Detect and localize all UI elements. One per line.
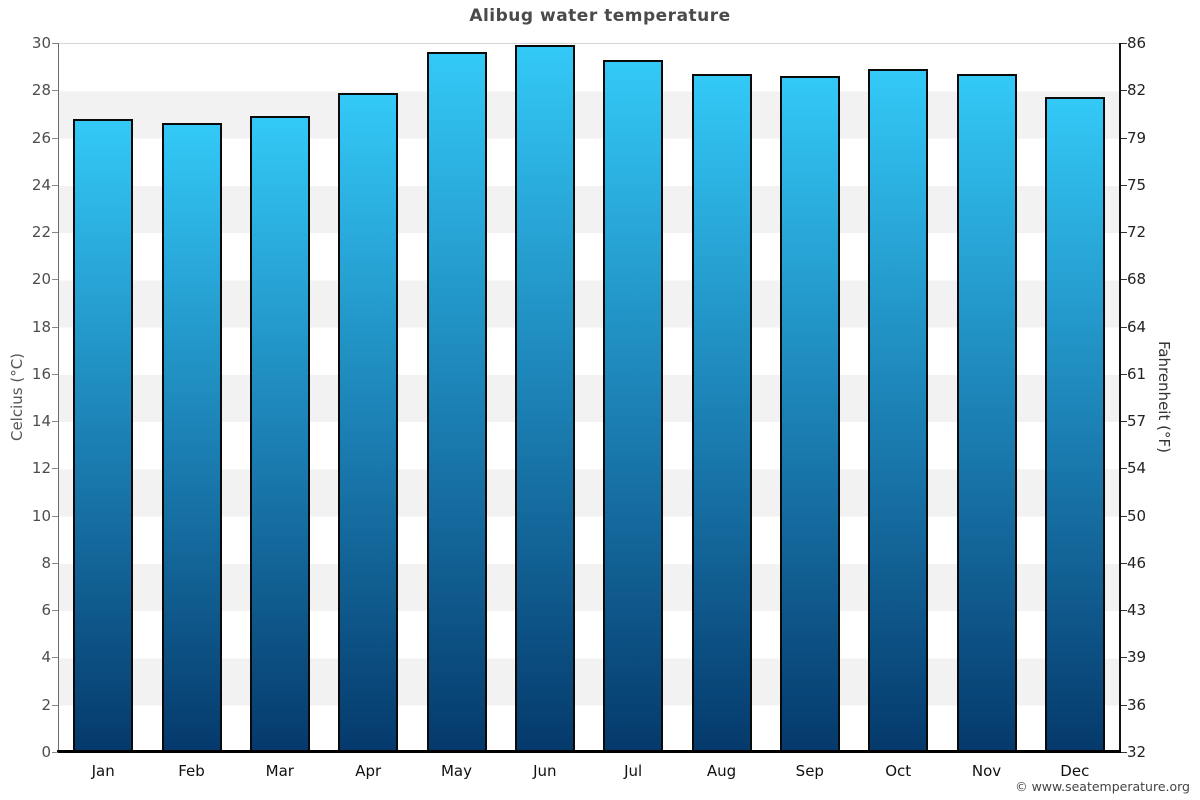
bar-may (426, 52, 487, 752)
celsius-tick-6: 6 (41, 601, 51, 620)
month-label-dec: Dec (1060, 762, 1090, 780)
fahrenheit-tickmark (1121, 373, 1127, 375)
month-label-nov: Nov (971, 762, 1002, 780)
celsius-tick-12: 12 (31, 459, 51, 478)
celsius-tick-8: 8 (41, 553, 51, 572)
celsius-tickmark (52, 137, 58, 139)
fahrenheit-tickmark (1121, 137, 1127, 139)
celsius-tick-18: 18 (31, 317, 51, 336)
celsius-tickmark (52, 184, 58, 186)
celsius-tick-24: 24 (31, 175, 51, 194)
celsius-tick-30: 30 (31, 34, 51, 52)
bar-feb (161, 123, 222, 752)
celsius-tick-0: 0 (41, 743, 51, 761)
fahrenheit-tick-54: 54 (1127, 459, 1147, 478)
month-label-oct: Oct (885, 762, 912, 780)
fahrenheit-tickmark (1121, 232, 1127, 234)
fahrenheit-tick-57: 57 (1127, 412, 1147, 431)
celsius-tickmark (52, 43, 58, 44)
celsius-tick-10: 10 (31, 506, 51, 525)
celsius-tickmark (52, 421, 58, 423)
fahrenheit-tickmark (1121, 610, 1127, 612)
bar-nov (956, 73, 1017, 752)
celsius-tickmark (52, 515, 58, 517)
fahrenheit-tick-36: 36 (1127, 695, 1147, 714)
celsius-tick-22: 22 (31, 223, 51, 242)
fahrenheit-tick-39: 39 (1127, 648, 1147, 667)
month-label-may: May (440, 762, 472, 780)
fahrenheit-tick-82: 82 (1127, 81, 1147, 100)
fahrenheit-tick-68: 68 (1127, 270, 1147, 289)
month-label-sep: Sep (795, 762, 824, 780)
celsius-tickmark (52, 326, 58, 328)
bar-jun (514, 45, 575, 752)
fahrenheit-tickmark (1121, 279, 1127, 281)
celsius-tick-2: 2 (41, 695, 51, 714)
bar-mar (249, 116, 310, 752)
fahrenheit-tick-46: 46 (1127, 553, 1147, 572)
fahrenheit-tick-75: 75 (1127, 175, 1147, 194)
fahrenheit-axis-title: Fahrenheit (°F) (1155, 341, 1173, 453)
celsius-tick-16: 16 (31, 364, 51, 383)
celsius-tickmark (52, 610, 58, 612)
celsius-tick-14: 14 (31, 412, 51, 431)
month-label-jan: Jan (91, 762, 115, 780)
bar-aug (691, 73, 752, 752)
fahrenheit-tick-86: 86 (1127, 34, 1147, 52)
bar-oct (868, 69, 929, 752)
celsius-tickmark (52, 752, 58, 753)
fahrenheit-tickmark (1121, 421, 1127, 423)
month-label-feb: Feb (178, 762, 205, 780)
fahrenheit-tickmark (1121, 704, 1127, 706)
fahrenheit-tick-79: 79 (1127, 128, 1147, 147)
bar-jul (603, 59, 664, 752)
fahrenheit-tickmark (1121, 90, 1127, 92)
fahrenheit-tickmark (1121, 468, 1127, 470)
celsius-tickmark (52, 279, 58, 281)
bar-sep (779, 76, 840, 752)
fahrenheit-tick-64: 64 (1127, 317, 1147, 336)
fahrenheit-tickmark (1121, 43, 1127, 44)
bar-apr (338, 92, 399, 752)
celsius-tick-20: 20 (31, 270, 51, 289)
fahrenheit-tickmark (1121, 184, 1127, 186)
celsius-tickmark (52, 657, 58, 659)
celsius-tick-28: 28 (31, 81, 51, 100)
celsius-tickmark (52, 562, 58, 564)
copyright-text: © www.seatemperature.org (1015, 779, 1190, 794)
celsius-tickmark (52, 90, 58, 92)
bar-jan (73, 118, 134, 752)
celsius-axis-title: Celcius (°C) (8, 352, 26, 442)
fahrenheit-tick-32: 32 (1127, 743, 1147, 761)
fahrenheit-tickmark (1121, 326, 1127, 328)
fahrenheit-tickmark (1121, 515, 1127, 517)
celsius-tickmark (52, 232, 58, 234)
right-axis-line (1119, 43, 1121, 753)
fahrenheit-tickmark (1121, 752, 1127, 753)
celsius-tickmark (52, 468, 58, 470)
celsius-tick-26: 26 (31, 128, 51, 147)
fahrenheit-tickmark (1121, 562, 1127, 564)
month-label-apr: Apr (355, 762, 382, 780)
fahrenheit-tick-72: 72 (1127, 223, 1147, 242)
fahrenheit-tickmark (1121, 657, 1127, 659)
celsius-tick-4: 4 (41, 648, 51, 667)
bar-dec (1044, 97, 1105, 752)
celsius-tickmark (52, 704, 58, 706)
fahrenheit-tick-43: 43 (1127, 601, 1147, 620)
bottom-axis-line (57, 750, 1121, 753)
month-label-jul: Jul (624, 762, 643, 780)
month-label-jun: Jun (533, 762, 557, 780)
plot-area (59, 43, 1119, 752)
fahrenheit-tick-50: 50 (1127, 506, 1147, 525)
celsius-tickmark (52, 373, 58, 375)
chart-title: Alibug water temperature (469, 6, 731, 26)
month-label-mar: Mar (265, 762, 294, 780)
month-label-aug: Aug (706, 762, 737, 780)
left-axis-line (57, 43, 59, 752)
fahrenheit-tick-61: 61 (1127, 364, 1147, 383)
